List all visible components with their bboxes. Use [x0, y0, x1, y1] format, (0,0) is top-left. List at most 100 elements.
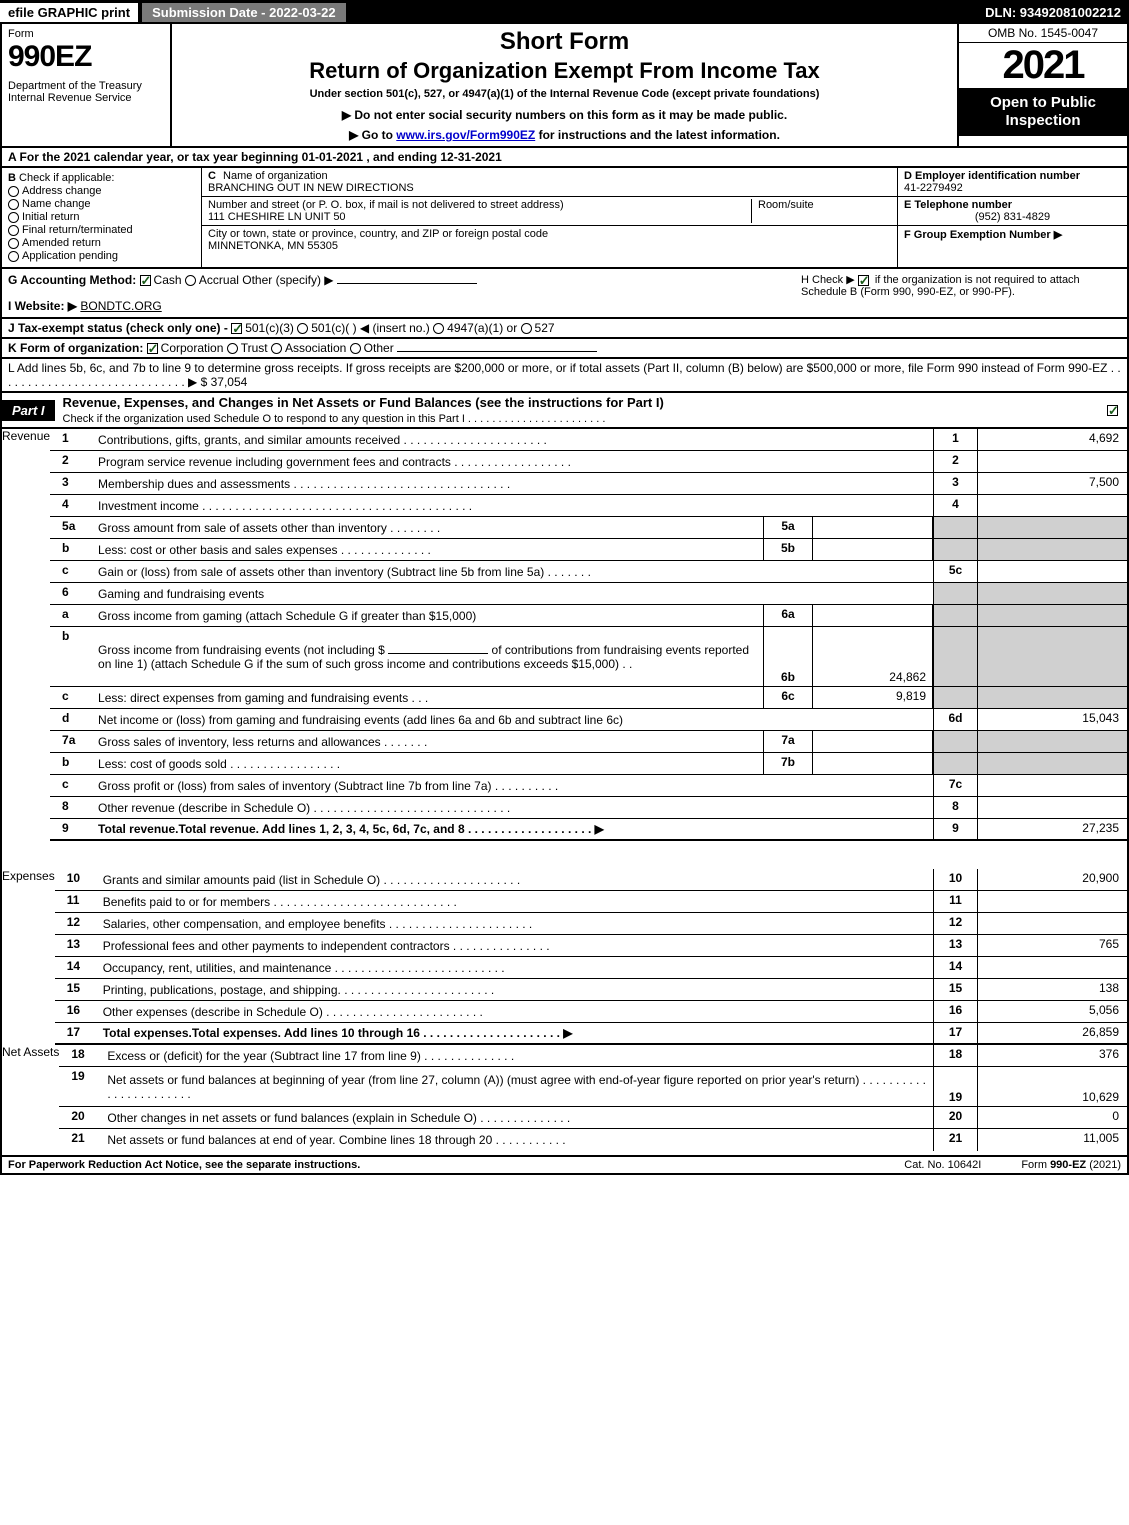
return-title: Return of Organization Exempt From Incom…: [180, 58, 949, 84]
b-label: B: [8, 172, 16, 184]
row-6c-rn: [933, 687, 977, 708]
city: MINNETONKA, MN 55305: [208, 240, 338, 252]
row-6a-rn: [933, 605, 977, 626]
line-a: A For the 2021 calendar year, or tax yea…: [0, 148, 1129, 168]
top-bar: efile GRAPHIC print Submission Date - 20…: [0, 0, 1129, 24]
row-6d-num: d: [50, 709, 94, 730]
row-7a-val: [977, 731, 1127, 752]
cash-check[interactable]: [140, 275, 151, 286]
org-name: BRANCHING OUT IN NEW DIRECTIONS: [208, 182, 414, 194]
row-5b-num: b: [50, 539, 94, 560]
row-20-num: 20: [59, 1107, 103, 1128]
row-7a-sc: 7a: [763, 731, 813, 752]
website[interactable]: BONDTC.ORG: [80, 299, 161, 313]
ein: 41-2279492: [904, 182, 963, 194]
section-b-c-d: B Check if applicable: Address change Na…: [0, 168, 1129, 269]
row-7a-desc: Gross sales of inventory, less returns a…: [94, 731, 763, 752]
row-6b-val: [977, 627, 1127, 686]
row-6c-num: c: [50, 687, 94, 708]
row-2-rn: 2: [933, 451, 977, 472]
form-header: Form 990EZ Department of the Treasury In…: [0, 24, 1129, 148]
address-change-check[interactable]: Address change: [8, 185, 195, 197]
part-check[interactable]: [1101, 401, 1127, 419]
irs-link[interactable]: www.irs.gov/Form990EZ: [396, 128, 535, 142]
initial-return-check[interactable]: Initial return: [8, 211, 195, 223]
goto-note: ▶ Go to www.irs.gov/Form990EZ for instru…: [180, 128, 949, 142]
k-assoc[interactable]: [271, 343, 282, 354]
city-label: City or town, state or province, country…: [208, 228, 548, 240]
row-5b-desc: Less: cost or other basis and sales expe…: [94, 539, 763, 560]
row-2-desc: Program service revenue including govern…: [94, 451, 933, 472]
row-7c-desc: Gross profit or (loss) from sales of inv…: [94, 775, 933, 796]
row-4-desc: Investment income . . . . . . . . . . . …: [94, 495, 933, 516]
row-16-rn: 16: [933, 1001, 977, 1022]
row-7c-val: [977, 775, 1127, 796]
row-6c-val: [977, 687, 1127, 708]
row-17-num: 17: [55, 1023, 99, 1043]
k-corp[interactable]: [147, 343, 158, 354]
j-527[interactable]: [521, 323, 532, 334]
row-8-num: 8: [50, 797, 94, 818]
row-13-val: 765: [977, 935, 1127, 956]
form-footer: Form 990-EZ (2021): [1021, 1159, 1121, 1171]
open-inspection: Open to Public Inspection: [959, 88, 1127, 136]
k-other[interactable]: [350, 343, 361, 354]
row-6c-sv: 9,819: [813, 687, 933, 708]
page-footer: For Paperwork Reduction Act Notice, see …: [0, 1157, 1129, 1175]
row-12-num: 12: [55, 913, 99, 934]
row-20-rn: 20: [933, 1107, 977, 1128]
row-7a-rn: [933, 731, 977, 752]
k-label: K Form of organization:: [8, 341, 143, 355]
row-13-num: 13: [55, 935, 99, 956]
city-line: City or town, state or province, country…: [202, 226, 897, 254]
efile-label[interactable]: efile GRAPHIC print: [0, 3, 138, 22]
row-6a-sc: 6a: [763, 605, 813, 626]
row-5b-sc: 5b: [763, 539, 813, 560]
dln: DLN: 93492081002212: [985, 5, 1129, 20]
j-501c[interactable]: [297, 323, 308, 334]
phone: (952) 831-4829: [904, 211, 1121, 223]
header-left: Form 990EZ Department of the Treasury In…: [2, 24, 172, 146]
row-16-num: 16: [55, 1001, 99, 1022]
row-18-num: 18: [59, 1045, 103, 1066]
row-5b-rn: [933, 539, 977, 560]
row-11-desc: Benefits paid to or for members . . . . …: [99, 891, 933, 912]
row-5c-rn: 5c: [933, 561, 977, 582]
row-6-num: 6: [50, 583, 94, 604]
final-return-check[interactable]: Final return/terminated: [8, 224, 195, 236]
row-6c-sc: 6c: [763, 687, 813, 708]
expenses-side-label: Expenses: [2, 869, 55, 1045]
netassets-side-label: Net Assets: [2, 1045, 59, 1155]
row-6b-sc: 6b: [763, 627, 813, 686]
row-9-num: 9: [50, 819, 94, 839]
h-check[interactable]: [858, 275, 869, 286]
short-form-title: Short Form: [180, 28, 949, 56]
paperwork-notice: For Paperwork Reduction Act Notice, see …: [8, 1159, 360, 1171]
row-7c-num: c: [50, 775, 94, 796]
phone-line: E Telephone number (952) 831-4829: [898, 197, 1127, 226]
row-7a-sv: [813, 731, 933, 752]
room-suite: Room/suite: [751, 199, 891, 223]
row-21-val: 11,005: [977, 1129, 1127, 1151]
application-pending-check[interactable]: Application pending: [8, 250, 195, 262]
header-right: OMB No. 1545-0047 2021 Open to Public In…: [957, 24, 1127, 146]
j-4947[interactable]: [433, 323, 444, 334]
row-5c-val: [977, 561, 1127, 582]
k-trust[interactable]: [227, 343, 238, 354]
accrual-check[interactable]: [185, 275, 196, 286]
name-change-check[interactable]: Name change: [8, 198, 195, 210]
amended-return-check[interactable]: Amended return: [8, 237, 195, 249]
j-501c3[interactable]: [231, 323, 242, 334]
row-5b-sv: [813, 539, 933, 560]
row-14-desc: Occupancy, rent, utilities, and maintena…: [99, 957, 933, 978]
row-5b-val: [977, 539, 1127, 560]
row-5a-val: [977, 517, 1127, 538]
row-18-desc: Excess or (deficit) for the year (Subtra…: [103, 1045, 933, 1066]
row-5c-desc: Gain or (loss) from sale of assets other…: [94, 561, 933, 582]
b-check-label: Check if applicable:: [19, 172, 114, 184]
section-g-h: G Accounting Method: Cash Accrual Other …: [0, 269, 1129, 319]
form-label: Form: [8, 28, 164, 40]
form-number: 990EZ: [8, 40, 164, 74]
col-d-e-f: D Employer identification number 41-2279…: [897, 168, 1127, 267]
tax-year: 2021: [959, 43, 1127, 88]
